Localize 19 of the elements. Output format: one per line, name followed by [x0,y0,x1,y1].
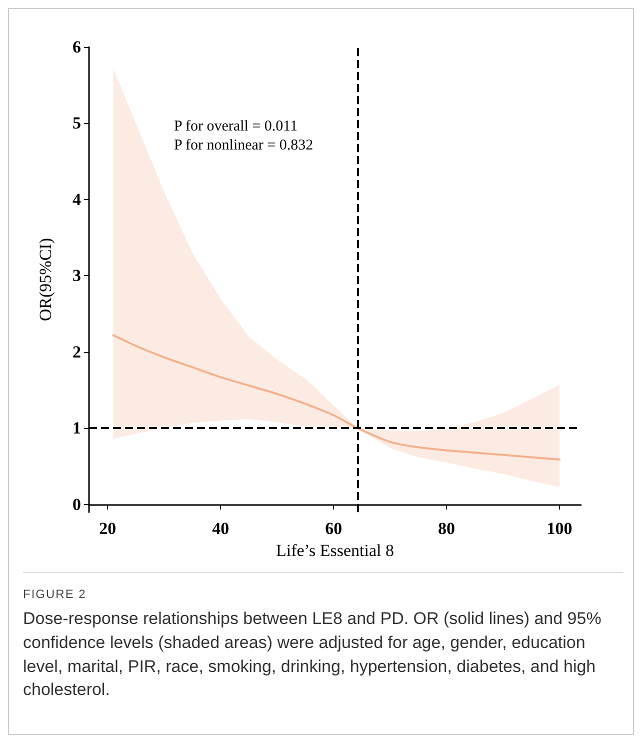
y-tick-label: 0 [72,494,81,514]
y-tick-label: 2 [72,342,81,362]
text: Dose-response relationships between LE8 and PD. OR (solid lines) and 95% confidence levels (shaded areas) were adjusted for age, gender, education level, marital, PIR, race, smoking, drinking, hypertension, diabetes, and high cholesterol. [23,608,602,702]
x-tick-label: 100 [546,519,572,538]
y-tick-label: 6 [72,38,81,56]
x-tick-label: 20 [99,519,116,538]
y-tick-label: 4 [72,190,82,209]
y-tick-label: 3 [72,266,81,286]
text: FIGURE 2 [23,572,623,601]
x-axis-title: Life’s Essential 8 [276,541,394,560]
line-series [112,334,561,460]
x-tick-label: 80 [438,519,456,538]
annotation: P for nonlinear = 0.832 [174,138,314,154]
y-tick-label: 5 [72,114,81,133]
y-tick-label: 1 [72,418,81,438]
y-axis-title: OR(95%CI) [36,238,55,322]
annotation: P for overall = 0.011 [174,118,298,134]
x-tick-label: 60 [325,519,342,538]
x-tick-label: 40 [212,519,230,538]
